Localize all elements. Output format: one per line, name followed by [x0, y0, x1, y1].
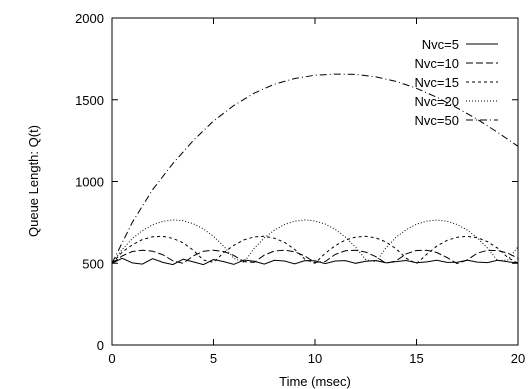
series-line-nvc-15	[111, 235, 519, 265]
x-tick-label: 20	[511, 351, 525, 366]
x-tick-label: 0	[108, 351, 115, 366]
x-tick-label: 5	[210, 351, 217, 366]
legend-label-nvc-20: Nvc=20	[415, 94, 459, 109]
legend-label-nvc-50: Nvc=50	[415, 113, 459, 128]
y-tick-label: 1000	[75, 175, 104, 190]
series-line-nvc-50	[111, 73, 519, 264]
legend-label-nvc-10: Nvc=10	[415, 56, 459, 71]
x-axis-title: Time (msec)	[279, 374, 351, 389]
y-axis-title: Queue Length: Q(t)	[26, 125, 41, 237]
series-line-nvc-10	[111, 249, 519, 265]
legend: Nvc=5 Nvc=10 Nvc=15 Nvc=20 Nvc=50	[415, 37, 498, 128]
y-tick-label: 2000	[75, 11, 104, 26]
y-tick-label: 0	[97, 338, 104, 353]
legend-label-nvc-15: Nvc=15	[415, 75, 459, 90]
x-tick-label: 15	[409, 351, 423, 366]
series-lines	[111, 73, 519, 266]
x-tick-label: 10	[308, 351, 322, 366]
tick-labels: 0 5 10 15 20 0 500 1000 1500 2000	[75, 11, 525, 366]
series-line-nvc-5	[111, 257, 519, 266]
y-tick-label: 1500	[75, 93, 104, 108]
legend-label-nvc-5: Nvc=5	[422, 37, 459, 52]
y-tick-label: 500	[82, 256, 104, 271]
series-line-nvc-20	[111, 219, 519, 264]
